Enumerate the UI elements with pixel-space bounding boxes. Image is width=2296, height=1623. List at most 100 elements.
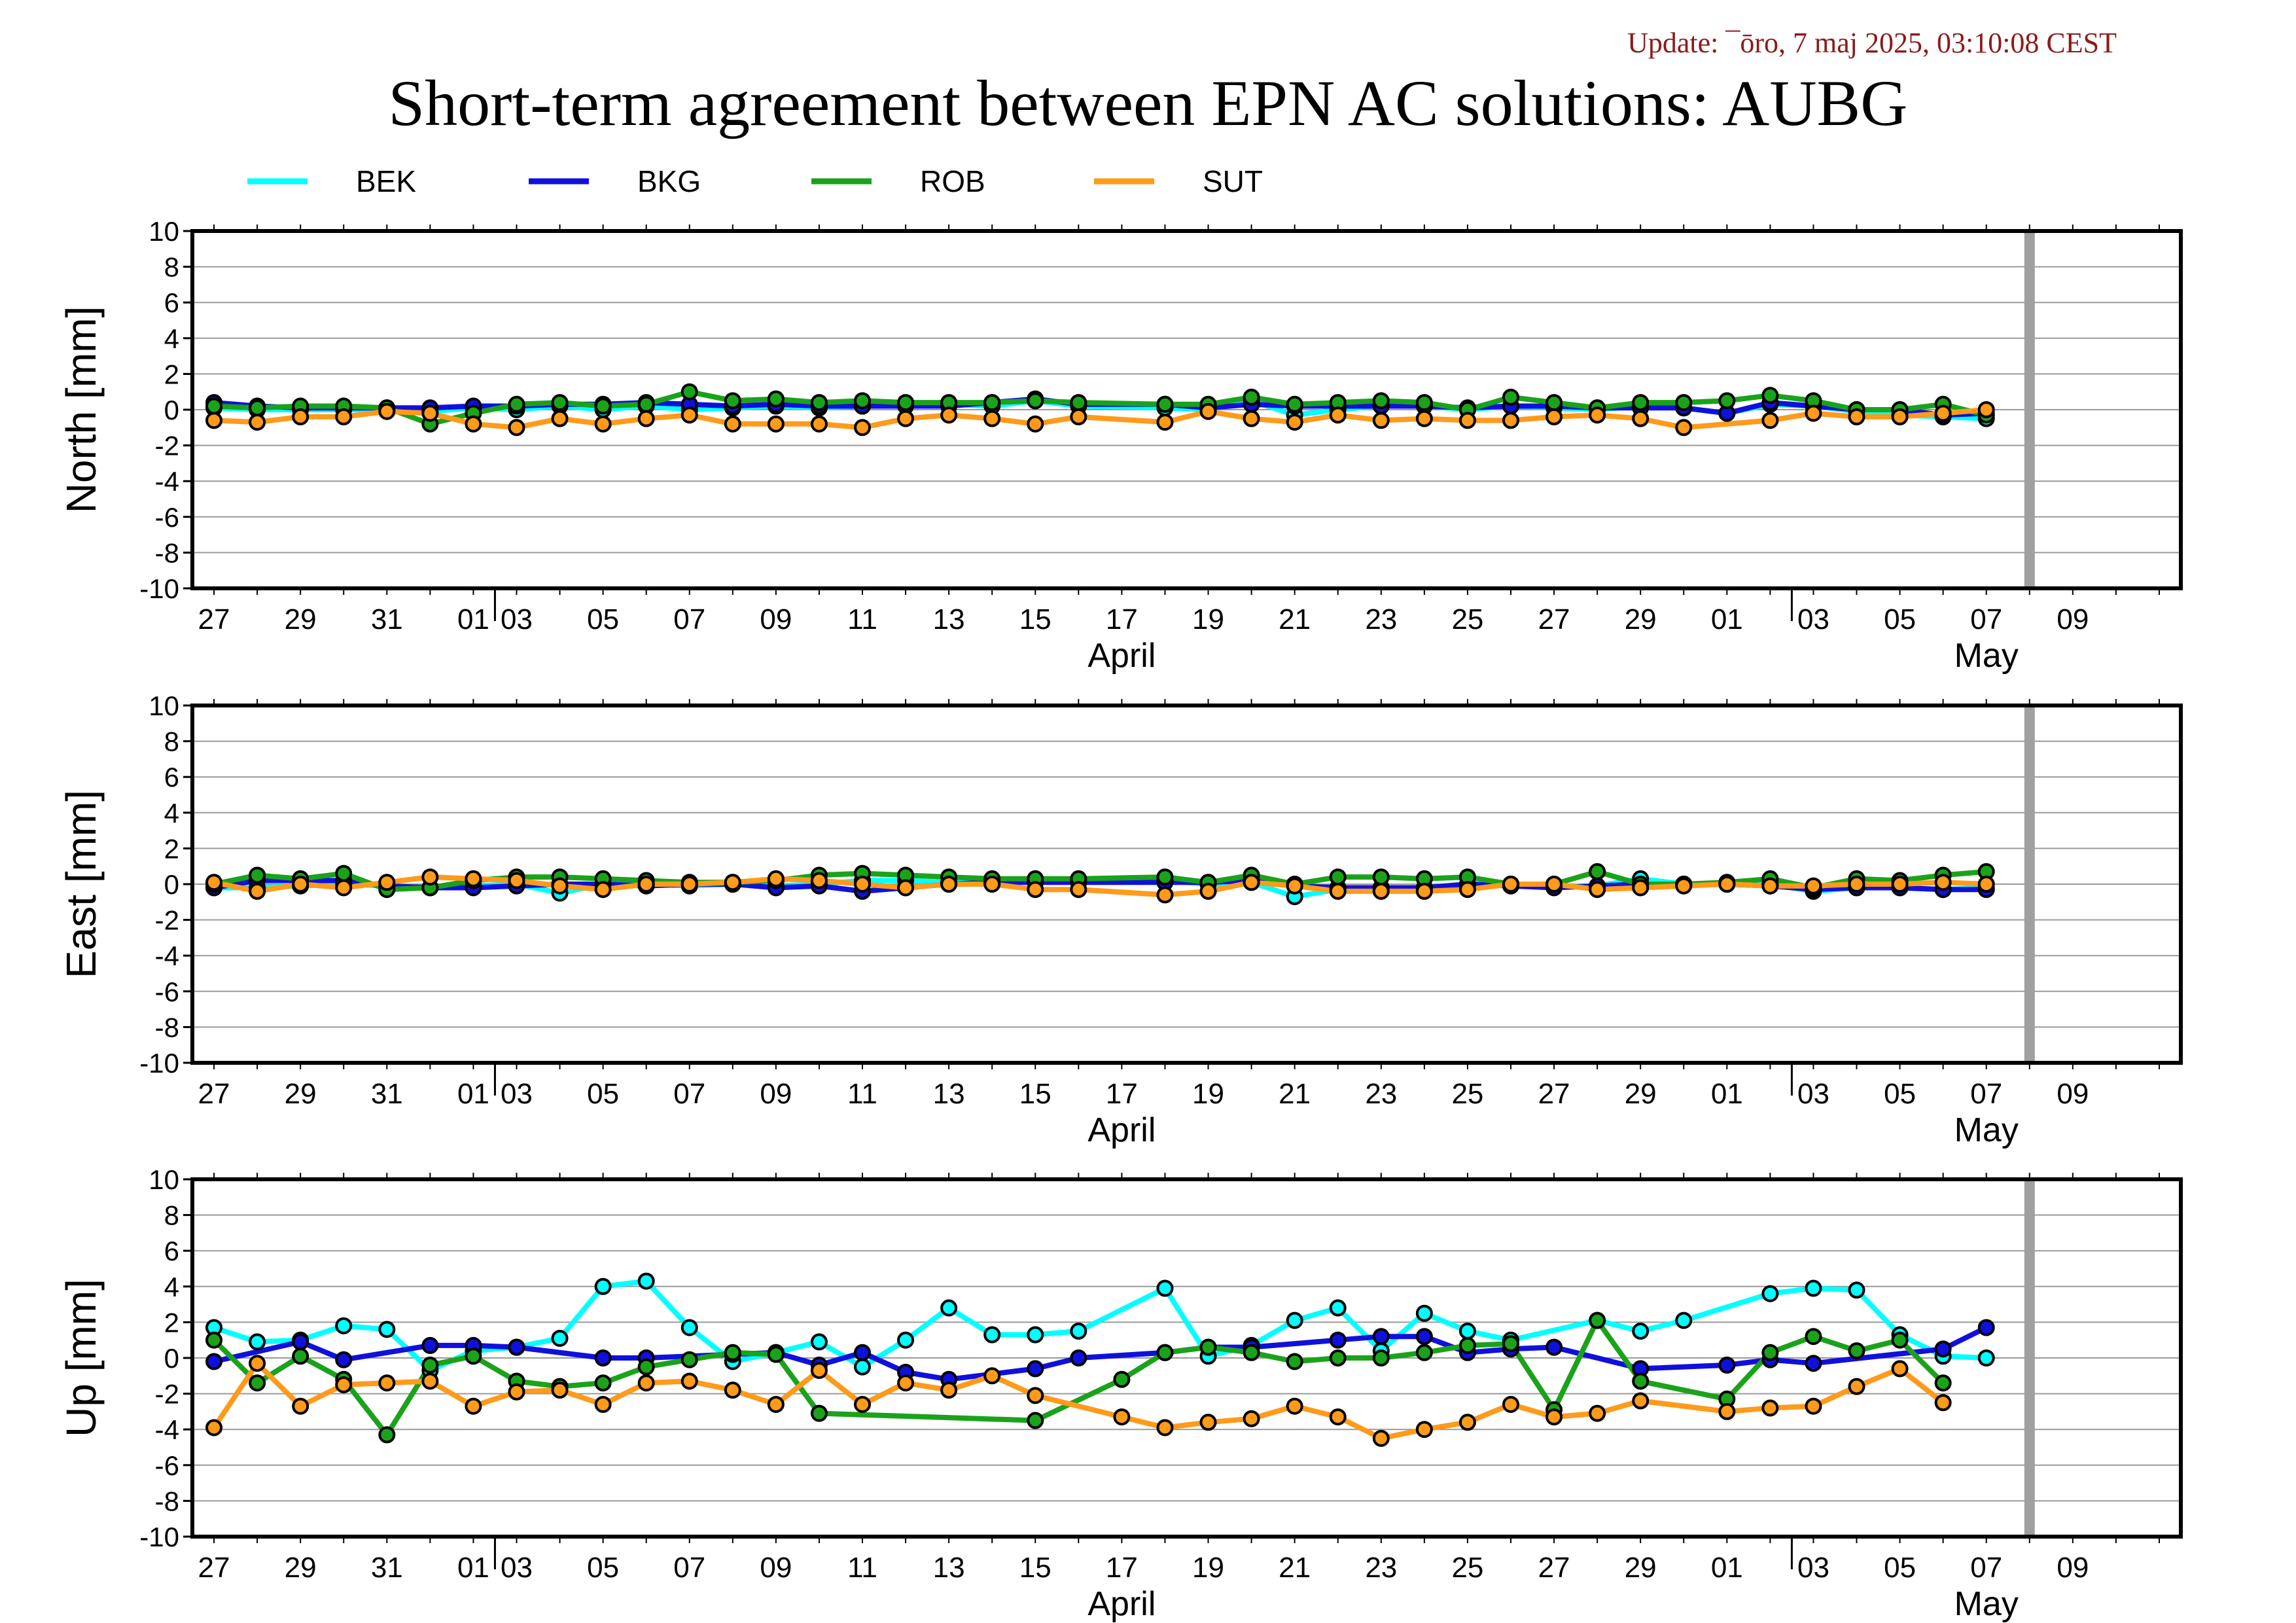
panel-3-point-sut: [1156, 1419, 1174, 1436]
panel-1-xtick-label: 03: [1797, 603, 1829, 635]
panel-3-point-bek: [810, 1333, 828, 1351]
panel-2-point-sut: [465, 870, 482, 887]
panel-2-point-sut: [637, 876, 655, 893]
panel-3-point-rob: [594, 1374, 612, 1392]
panel-1-point-rob: [1545, 394, 1563, 412]
panel-2-point-sut: [983, 876, 1001, 893]
panel-2-xtick-label: 27: [1538, 1078, 1570, 1110]
panel-3-point-rob: [1502, 1335, 1519, 1353]
panel-3-point-bkg: [1718, 1356, 1736, 1374]
panel-3-xtick-label: 31: [371, 1552, 403, 1584]
panel-3-point-bek: [1027, 1326, 1044, 1344]
panel-2-point-sut: [292, 876, 309, 893]
panel-2-point-sut: [1761, 877, 1779, 895]
panel-3-point-sut: [465, 1397, 482, 1415]
legend-label-bkg: BKG: [637, 164, 701, 198]
panel-1-point-rob: [767, 390, 785, 408]
panel-1-xtick-label: 21: [1279, 603, 1311, 635]
panel-3-xtick-label: 09: [760, 1552, 792, 1584]
panel-2-point-sut: [854, 876, 872, 893]
panel-3-point-bek: [1286, 1311, 1303, 1329]
panel-1-point-rob: [810, 394, 828, 412]
panel-1-point-sut: [249, 414, 266, 431]
panel-1-point-sut: [1632, 410, 1650, 427]
panel-1-point-sut: [421, 404, 439, 422]
panel-3-point-bek: [1977, 1349, 1995, 1366]
panel-3-xtick-label: 19: [1192, 1552, 1224, 1584]
panel-2-xtick-label: 31: [371, 1078, 403, 1110]
panel-3-frame: [190, 1177, 2183, 1539]
panel-1-ytick-label: 10: [149, 216, 179, 247]
panel-3-xtick-label: 23: [1365, 1552, 1397, 1584]
panel-3-xtick-label: 07: [673, 1552, 705, 1584]
panel-3-xtick-label: 03: [501, 1552, 533, 1584]
panel-2-ylabel: East [mm]: [58, 790, 105, 978]
panel-1-point-rob: [637, 395, 655, 413]
panel-1-xtick-label: 11: [847, 603, 877, 635]
panel-1-point-rob: [724, 392, 741, 410]
panel-3-point-bek: [897, 1331, 915, 1349]
panel-2-point-sut: [724, 874, 741, 891]
panel-1-point-sut: [1372, 412, 1390, 429]
panel-3-ytick-label: 10: [149, 1164, 179, 1195]
panel-3-point-sut: [551, 1382, 569, 1399]
panel-1-series-sut: [213, 407, 1987, 431]
panel-2-xtick-label: 25: [1451, 1078, 1483, 1110]
panel-3-point-sut: [1589, 1404, 1606, 1422]
panel-3-ytick-label: -6: [155, 1450, 179, 1481]
panel-2-xtick-label: 01: [1711, 1078, 1743, 1110]
panel-1-point-rob: [983, 394, 1001, 412]
panel-3-point-bek: [1761, 1285, 1779, 1302]
panel-3-xtick-label: 25: [1451, 1552, 1483, 1584]
panel-2-point-rob: [1156, 868, 1174, 886]
panel-1-point-rob: [1070, 394, 1087, 412]
panel-1-point-sut: [292, 408, 309, 425]
panel-1-point-rob: [1632, 394, 1650, 412]
panel-3-point-rob: [421, 1356, 439, 1374]
panel-3-point-bek: [1156, 1279, 1174, 1297]
panel-1-xtick-label: 07: [673, 603, 705, 635]
panel-2-point-sut: [1545, 876, 1563, 893]
panel-1-ytick-label: -8: [155, 537, 179, 568]
panel-3-point-rob: [724, 1344, 741, 1361]
panel-3-point-bek: [1329, 1299, 1347, 1317]
panel-3-point-rob: [1891, 1331, 1909, 1349]
legend-label-bek: BEK: [356, 164, 416, 198]
panel-1-xtick-label: 25: [1451, 603, 1483, 635]
panel-2-ytick-label: -8: [155, 1012, 179, 1043]
panel-3-point-bek: [249, 1333, 266, 1351]
panel-1-point-sut: [1070, 408, 1087, 425]
panel-3-xtick-label: 29: [1625, 1552, 1657, 1584]
panel-2-point-sut: [680, 876, 698, 893]
panel-3-ytick-label: 4: [164, 1272, 179, 1302]
panel-2-ytick-label: -10: [139, 1048, 179, 1079]
panel-3-xtick-label: 27: [198, 1552, 230, 1584]
panel-3-point-sut: [1372, 1429, 1390, 1447]
panel-3-point-sut: [810, 1362, 828, 1380]
panel-3-point-bkg: [1329, 1331, 1347, 1349]
panel-2-point-sut: [1934, 874, 1952, 891]
panel-3-point-bek: [680, 1319, 698, 1336]
panel-2-point-sut: [1848, 876, 1865, 893]
panel-2-point-rob: [1329, 868, 1347, 886]
panel-3-point-bek: [551, 1329, 569, 1347]
panel-2-point-sut: [767, 870, 785, 887]
panel-3-point-rob: [1458, 1336, 1476, 1354]
panel-3-point-bek: [1675, 1311, 1693, 1329]
panel-3-xtick-label: 15: [1019, 1552, 1051, 1584]
panel-2-point-sut: [378, 874, 396, 891]
panel-3-point-bek: [983, 1326, 1001, 1344]
panel-2-ytick-label: 6: [164, 762, 179, 793]
panel-2-point-sut: [1805, 877, 1822, 895]
panel-1-ytick-label: -10: [139, 573, 179, 604]
panel-2-point-sut: [1070, 881, 1087, 899]
panel-1-ytick-label: 0: [164, 395, 179, 425]
panel-3-point-rob: [1243, 1344, 1260, 1361]
panel-2-ytick-label: 2: [164, 833, 179, 864]
panel-3-point-bek: [854, 1358, 872, 1376]
panel-3-point-sut: [1415, 1421, 1433, 1438]
panel-1-point-sut: [1199, 402, 1217, 420]
panel-1-point-sut: [1243, 410, 1260, 427]
panel-2-point-rob: [249, 866, 266, 884]
panel-1-ytick-label: 2: [164, 359, 179, 389]
